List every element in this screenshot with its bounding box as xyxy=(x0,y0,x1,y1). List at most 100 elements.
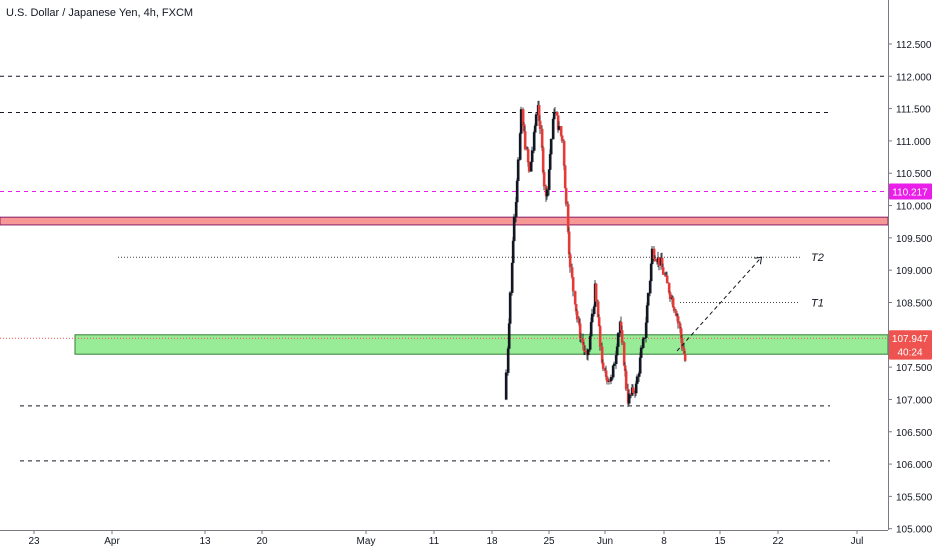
candle-body xyxy=(555,111,559,116)
y-tick-label: 111.000 xyxy=(896,137,931,148)
x-tick-label: 18 xyxy=(486,536,498,547)
candle-body xyxy=(570,267,574,278)
candle-body xyxy=(642,337,646,340)
candle-body xyxy=(638,357,642,374)
candle-body xyxy=(542,172,546,187)
candle-body xyxy=(526,149,530,163)
candle-body xyxy=(671,297,675,308)
candle-body xyxy=(568,254,572,268)
candle-body xyxy=(575,311,579,320)
projection-arrow-head xyxy=(754,256,763,265)
candle-body xyxy=(631,387,635,393)
candle-body xyxy=(518,133,522,160)
candle-body xyxy=(564,188,568,205)
target-label-t1: T1 xyxy=(811,297,824,309)
x-tick-label: 15 xyxy=(714,536,726,547)
y-tick-label: 109.500 xyxy=(896,234,932,245)
x-tick-label: 25 xyxy=(543,536,555,547)
chart-title: U.S. Dollar / Japanese Yen, 4h, FXCM xyxy=(6,7,193,19)
candle-body xyxy=(523,131,527,150)
candle-body xyxy=(545,189,549,197)
y-tick-label: 108.500 xyxy=(896,298,932,309)
candle-body xyxy=(649,263,653,282)
x-tick-label: 13 xyxy=(199,536,211,547)
candle-body xyxy=(511,240,515,264)
candle-body xyxy=(512,216,516,242)
candle-body xyxy=(680,338,684,349)
candle-body xyxy=(644,322,648,338)
y-tick-label: 112.000 xyxy=(896,72,932,83)
candle-body xyxy=(611,365,615,378)
candle-body xyxy=(534,114,538,127)
x-tick-label: 11 xyxy=(429,536,440,547)
price-label-box xyxy=(889,183,932,200)
candle-body xyxy=(665,275,669,284)
candle-body xyxy=(530,150,534,163)
candle-body xyxy=(571,277,575,292)
candle-body xyxy=(622,342,626,366)
target-label-t2: T2 xyxy=(811,252,824,264)
candle-body xyxy=(560,135,564,142)
candle-body xyxy=(634,383,638,394)
y-tick-label: 110.500 xyxy=(896,169,932,180)
x-tick-label: May xyxy=(357,536,376,547)
candle-body xyxy=(676,316,680,324)
candles-layer xyxy=(504,100,687,408)
y-tick-label: 107.000 xyxy=(896,395,932,406)
price-label-box xyxy=(889,330,932,347)
price-label-text: 40:24 xyxy=(897,348,922,359)
x-tick-label: 23 xyxy=(28,536,40,547)
y-tick-label: 107.500 xyxy=(896,363,932,374)
time-axis: 23 Apr 13 20 May 11 18 25 Jun 8 15 22 Jul xyxy=(28,530,863,547)
price-label-text: 110.217 xyxy=(892,188,928,199)
y-tick-label: 110.000 xyxy=(896,202,932,213)
price-labels: 110.217 107.947 40:24 xyxy=(889,183,932,360)
candle-body xyxy=(661,267,665,275)
candle-body xyxy=(549,138,553,155)
annotations-layer: T2 T1 xyxy=(676,252,824,352)
candle-body xyxy=(538,120,542,130)
candle-body xyxy=(601,362,605,369)
candle-body xyxy=(605,376,609,382)
y-tick-label: 105.000 xyxy=(896,525,932,536)
candle-body xyxy=(516,159,520,182)
x-tick-label: Jun xyxy=(597,536,613,547)
candle-body xyxy=(541,147,545,173)
y-tick-label: 109.000 xyxy=(896,266,932,277)
candle-body xyxy=(563,165,567,189)
y-tick-label: 112.500 xyxy=(896,40,932,51)
candle-body xyxy=(639,347,643,358)
candle-body xyxy=(653,258,657,262)
candle-body xyxy=(508,292,512,324)
candle-body xyxy=(510,262,514,293)
candle-body xyxy=(592,306,596,315)
candle-body xyxy=(612,363,616,366)
price-label-text: 107.947 xyxy=(892,334,929,345)
x-tick-label: Apr xyxy=(104,536,120,547)
candle-body xyxy=(562,140,566,166)
levels-layer xyxy=(0,75,888,462)
projection-arrow-line xyxy=(676,256,762,352)
y-tick-label: 105.500 xyxy=(896,492,932,503)
resistance-zone xyxy=(0,216,889,226)
candle-body xyxy=(672,307,676,312)
candle-body xyxy=(683,353,687,361)
candle-body xyxy=(594,283,598,302)
candle-body xyxy=(624,370,628,390)
candle-body xyxy=(506,348,510,373)
candle-body xyxy=(590,313,594,323)
x-tick-label: Jul xyxy=(851,536,864,547)
candle-body xyxy=(616,333,620,347)
candle-body xyxy=(567,231,571,255)
candle-body xyxy=(504,372,508,400)
candle-body xyxy=(627,393,631,404)
candle-body xyxy=(598,326,602,348)
candle-body xyxy=(668,292,672,300)
y-tick-label: 106.500 xyxy=(896,428,932,439)
candle-body xyxy=(609,377,613,382)
y-tick-label: 111.500 xyxy=(896,105,931,116)
candle-body xyxy=(586,349,590,356)
